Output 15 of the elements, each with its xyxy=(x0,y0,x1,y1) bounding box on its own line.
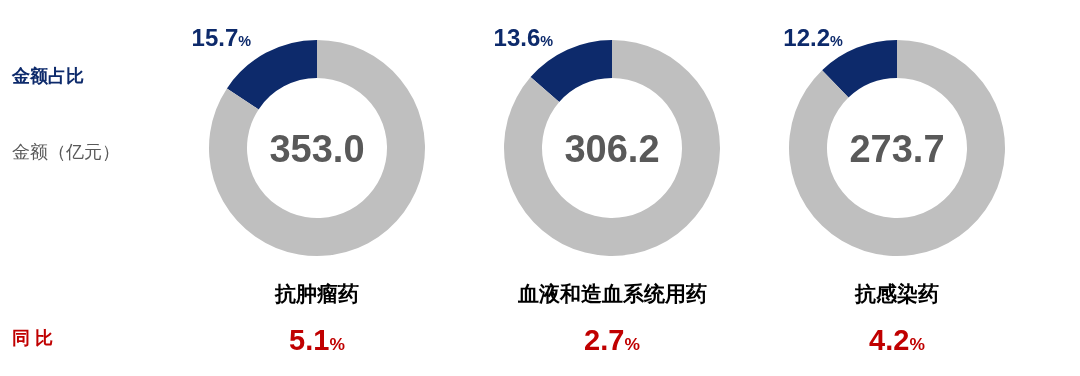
text: 抗肿瘤药 xyxy=(274,282,359,305)
text: 同 比 xyxy=(12,328,54,348)
text: 金额（亿元） xyxy=(12,142,120,162)
text: 金额占比 xyxy=(11,66,84,86)
data-label: 15.7% xyxy=(191,24,252,51)
text: 306.2 xyxy=(564,128,660,170)
text: 5.1% xyxy=(289,324,345,356)
text: 抗感染药 xyxy=(854,282,939,305)
text: 血液和造血系统用药 xyxy=(516,282,707,305)
data-label: 12.2% xyxy=(783,24,844,51)
text: 4.2% xyxy=(869,324,925,356)
data-label: 13.6% xyxy=(493,24,554,51)
text: 273.7 xyxy=(849,128,945,170)
text: 2.7% xyxy=(584,324,640,356)
text: 353.0 xyxy=(269,128,365,170)
